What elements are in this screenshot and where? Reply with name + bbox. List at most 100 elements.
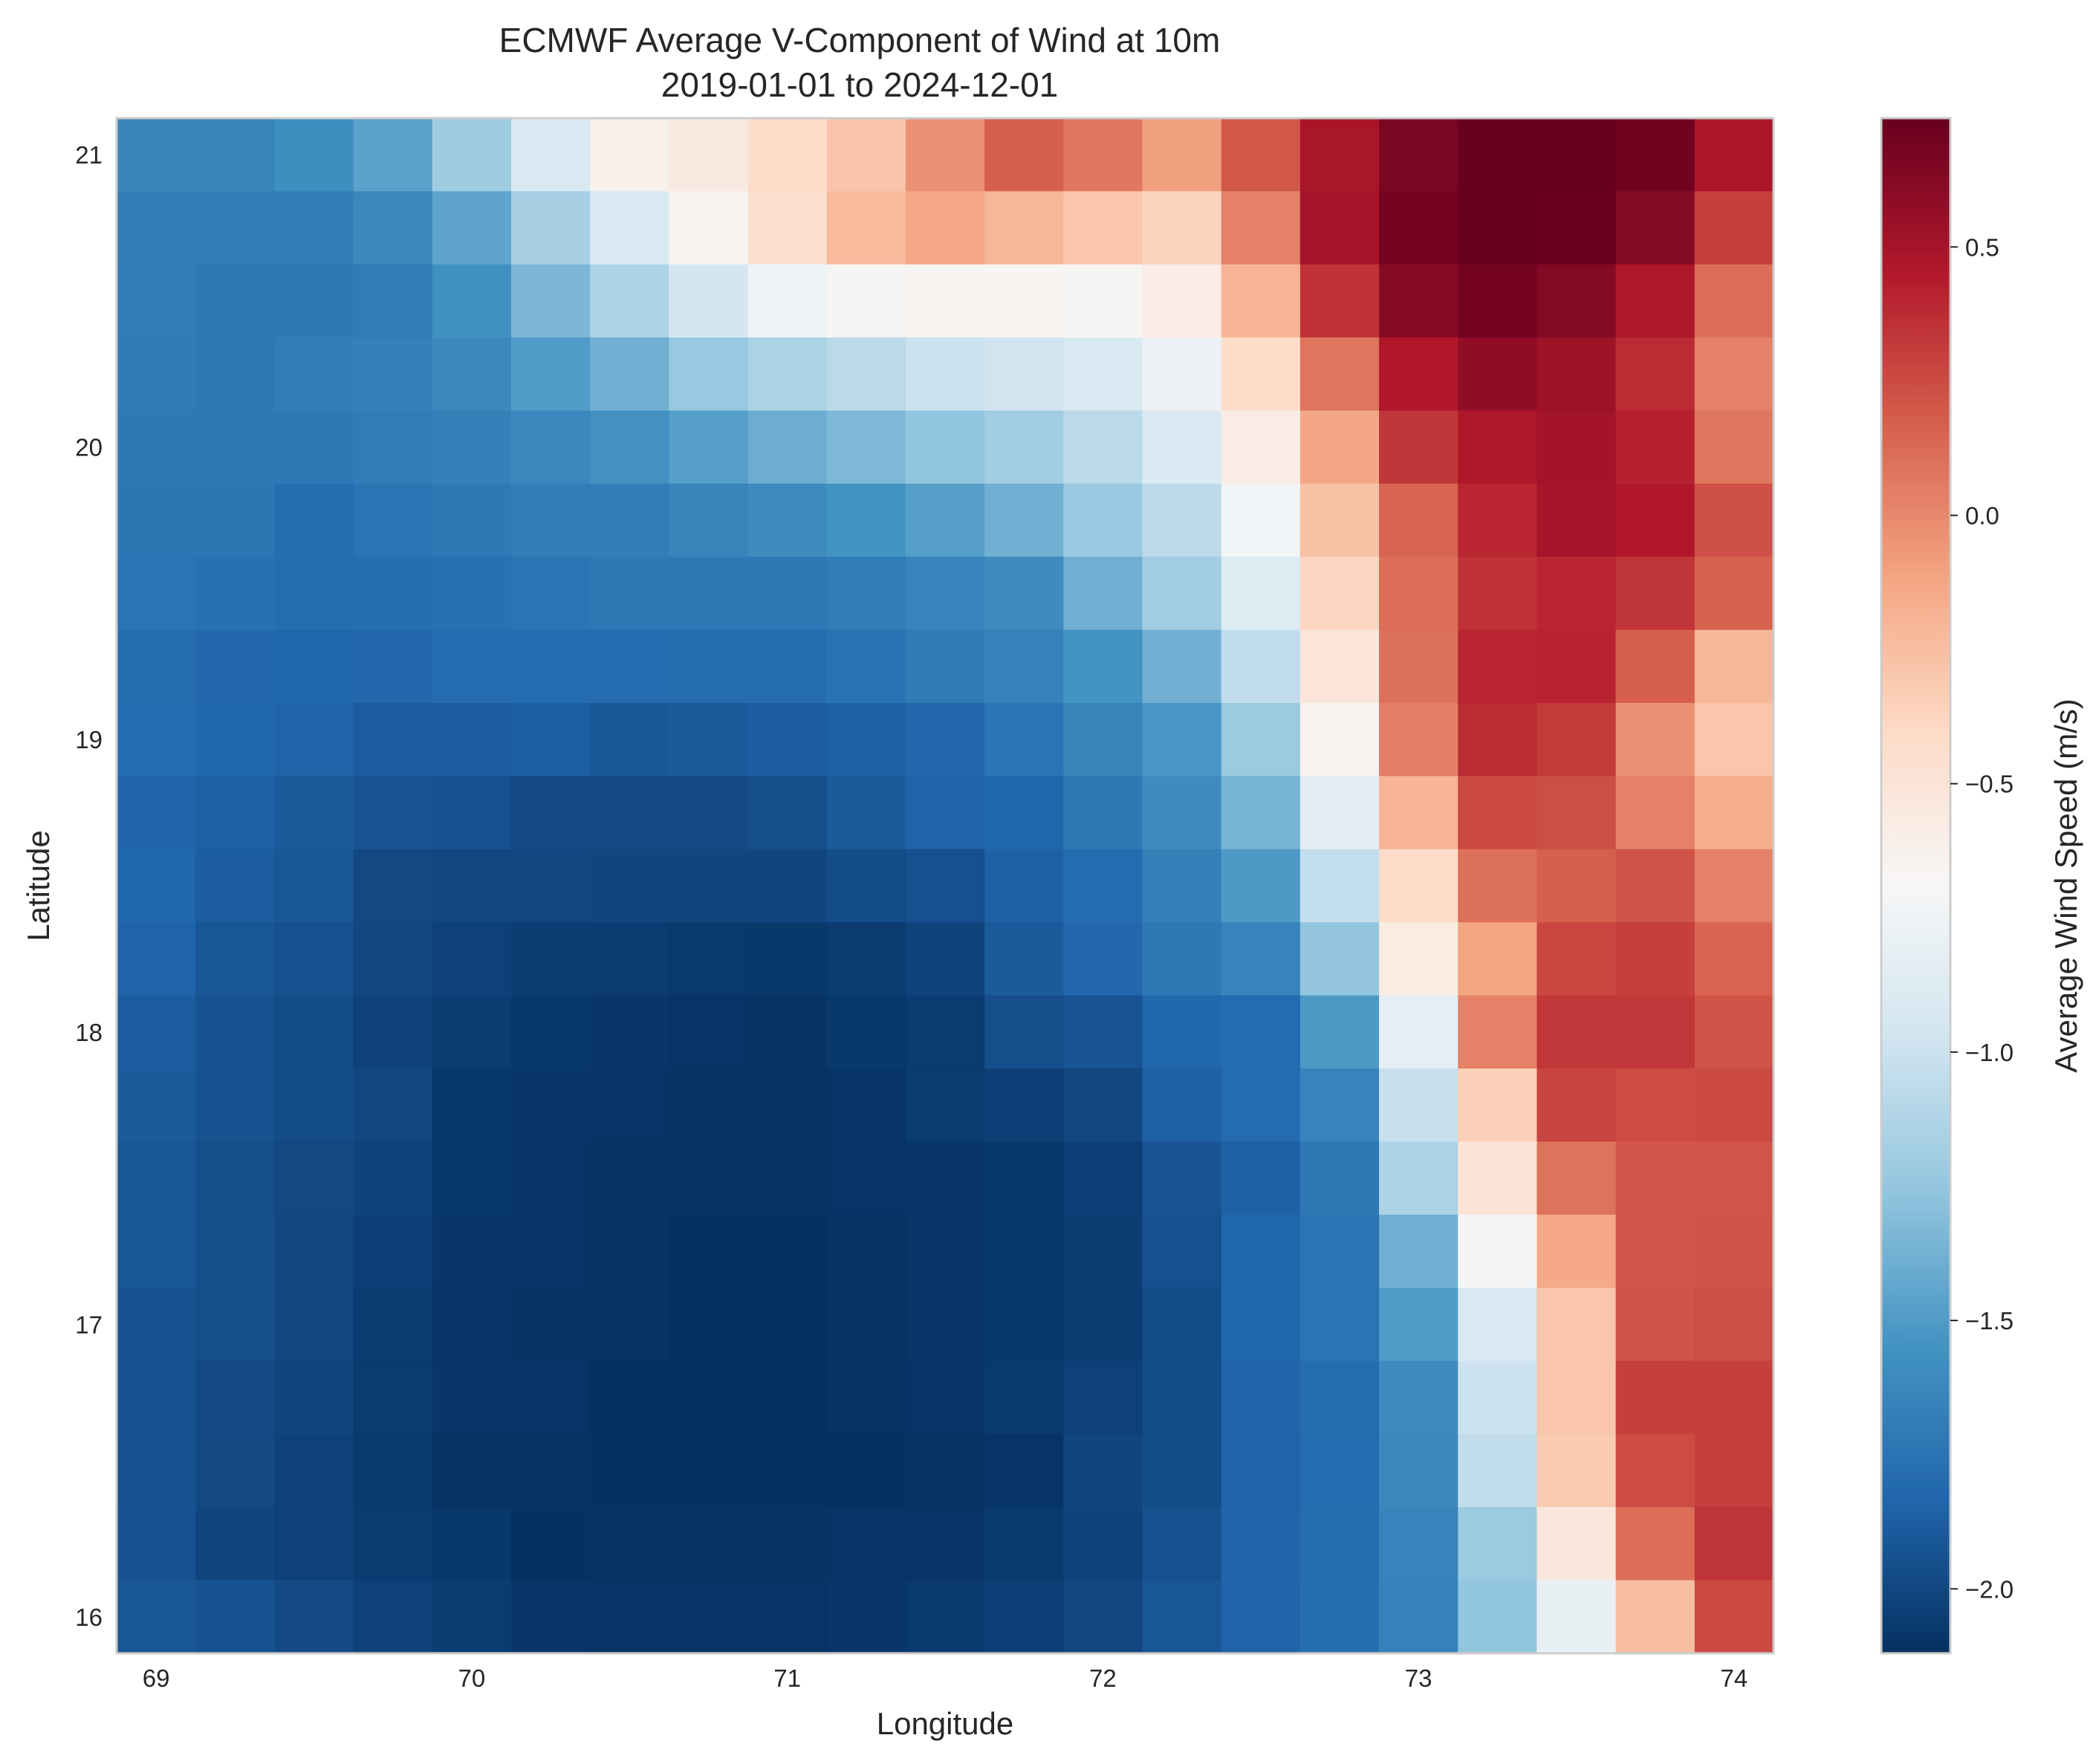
heatmap-cell xyxy=(1379,1580,1458,1654)
heatmap-cell xyxy=(826,1214,906,1288)
heatmap-cell xyxy=(747,776,828,850)
colorbar-label: Average Wind Speed (m/s) xyxy=(2048,698,2083,1072)
heatmap-cell xyxy=(274,1507,354,1581)
heatmap-cell xyxy=(274,629,354,704)
heatmap-cell xyxy=(274,703,354,777)
heatmap-cell xyxy=(1379,118,1458,192)
heatmap-cell xyxy=(1142,557,1222,631)
heatmap-cell xyxy=(984,1507,1064,1581)
heatmap-cell xyxy=(1615,629,1696,704)
heatmap-cell xyxy=(590,776,669,850)
heatmap-cell xyxy=(1615,557,1696,631)
heatmap-cell xyxy=(432,1141,512,1216)
heatmap-cell xyxy=(117,118,196,192)
heatmap-cell xyxy=(1537,410,1617,484)
heatmap-cell xyxy=(510,1068,591,1142)
heatmap-cell xyxy=(1142,1288,1222,1362)
heatmap-cell xyxy=(1299,337,1380,412)
heatmap-cell xyxy=(1142,1507,1222,1581)
heatmap-cell xyxy=(984,1361,1064,1435)
heatmap-cell xyxy=(984,557,1064,631)
colorbar-tick-label: −0.5 xyxy=(1965,771,2014,798)
heatmap-cell xyxy=(353,1433,433,1508)
heatmap-cell xyxy=(117,995,196,1069)
heatmap-cells xyxy=(117,118,1774,1654)
heatmap-cell xyxy=(117,1507,196,1581)
heatmap-cell xyxy=(826,557,906,631)
y-tick-label: 21 xyxy=(75,141,103,169)
heatmap-cell xyxy=(1142,337,1222,412)
heatmap-cell xyxy=(1379,629,1458,704)
heatmap-cell xyxy=(1694,483,1774,557)
heatmap-cell xyxy=(669,557,749,631)
heatmap-cell xyxy=(590,1141,669,1216)
heatmap-cell xyxy=(432,118,512,192)
colorbar-tick-label: 0.0 xyxy=(1965,502,1999,530)
heatmap-cell xyxy=(1458,995,1538,1069)
heatmap-cell xyxy=(1379,1288,1458,1362)
heatmap-cell xyxy=(905,1214,985,1288)
heatmap-cell xyxy=(353,191,433,265)
heatmap-cell xyxy=(905,191,985,265)
heatmap-cell xyxy=(984,849,1064,923)
heatmap-cell xyxy=(905,557,985,631)
heatmap-cell xyxy=(117,264,196,338)
heatmap-cell xyxy=(432,1433,512,1508)
heatmap-cell xyxy=(1694,703,1774,777)
heatmap-cell xyxy=(826,1068,906,1142)
heatmap-cell xyxy=(1142,1361,1222,1435)
heatmap-cell xyxy=(1299,557,1380,631)
heatmap-cell xyxy=(1379,557,1458,631)
heatmap-cell xyxy=(1299,483,1380,557)
heatmap-cell xyxy=(353,1068,433,1142)
heatmap-cell xyxy=(590,118,669,192)
heatmap-cell xyxy=(117,557,196,631)
heatmap-cell xyxy=(905,703,985,777)
heatmap-cell xyxy=(353,1214,433,1288)
heatmap-cell xyxy=(747,1580,828,1654)
colorbar-tick-label: 0.5 xyxy=(1965,233,1999,261)
heatmap-cell xyxy=(826,922,906,996)
heatmap-cell xyxy=(274,1361,354,1435)
heatmap-cell xyxy=(1142,849,1222,923)
heatmap-cell xyxy=(1379,776,1458,850)
heatmap-cell xyxy=(1537,629,1617,704)
heatmap-cell xyxy=(590,1361,669,1435)
heatmap-cell xyxy=(826,1433,906,1508)
heatmap-cell xyxy=(905,1507,985,1581)
heatmap-cell xyxy=(510,1361,591,1435)
heatmap-cell xyxy=(510,264,591,338)
heatmap-cell xyxy=(1458,1141,1538,1216)
heatmap-cell xyxy=(274,1068,354,1142)
heatmap-cell xyxy=(747,1141,828,1216)
heatmap-cell xyxy=(669,483,749,557)
heatmap-cell xyxy=(747,191,828,265)
heatmap-cell xyxy=(1221,629,1301,704)
heatmap-cell xyxy=(195,1433,275,1508)
heatmap-cell xyxy=(984,1214,1064,1288)
heatmap-cell xyxy=(432,1068,512,1142)
heatmap-cell xyxy=(117,410,196,484)
heatmap-cell xyxy=(1458,629,1538,704)
heatmap-cell xyxy=(1299,1214,1380,1288)
heatmap-cell xyxy=(1221,995,1301,1069)
heatmap-cell xyxy=(747,1433,828,1508)
heatmap-cell xyxy=(905,629,985,704)
heatmap-cell xyxy=(1458,1507,1538,1581)
heatmap-cell xyxy=(905,849,985,923)
colorbar-tick-label: −1.0 xyxy=(1965,1039,2014,1066)
heatmap-cell xyxy=(826,776,906,850)
heatmap-cell xyxy=(195,1214,275,1288)
heatmap-cell xyxy=(1694,629,1774,704)
heatmap-cell xyxy=(1299,1433,1380,1508)
heatmap-cell xyxy=(1615,1141,1696,1216)
heatmap-cell xyxy=(432,995,512,1069)
heatmap-cell xyxy=(510,557,591,631)
heatmap-cell xyxy=(747,337,828,412)
heatmap-cell xyxy=(117,337,196,412)
heatmap-cell xyxy=(1537,118,1617,192)
heatmap-cell xyxy=(1299,922,1380,996)
heatmap-cell xyxy=(669,191,749,265)
heatmap-cell xyxy=(669,1141,749,1216)
